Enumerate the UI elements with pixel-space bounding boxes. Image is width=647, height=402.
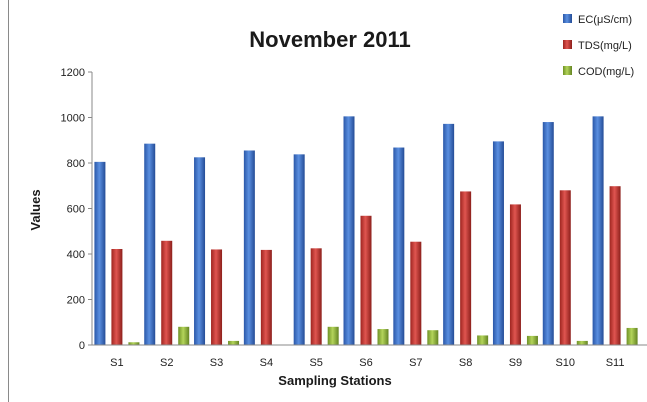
x-tick-label: S9 (509, 357, 522, 369)
bar-tds-s6 (360, 215, 372, 345)
x-tick-label: S11 (606, 357, 625, 369)
bar-ec-s2 (144, 143, 156, 345)
x-axis-ticks: S1 S2 S3 S4 S5 S6 S7 S8 S9 S10 S11 (110, 357, 624, 369)
legend-label: COD(mg/L) (578, 66, 634, 78)
legend: EC(μS/cm) TDS(mg/L) COD(mg/L) (563, 14, 634, 78)
bar-tds-s8 (460, 191, 472, 345)
bar-ec-s1 (94, 161, 106, 345)
bar-tds-s10 (559, 190, 571, 345)
bar-tds-s7 (410, 241, 422, 345)
bar-cod-s7 (427, 330, 439, 345)
bar-tds-s3 (211, 249, 223, 345)
bar-cod-s5 (327, 326, 339, 345)
x-tick-label: S4 (260, 357, 273, 369)
bar-tds-s4 (260, 249, 272, 345)
bar-ec-s3 (194, 157, 206, 345)
x-tick-label: S6 (359, 357, 372, 369)
y-tick-label: 1000 (61, 113, 85, 125)
x-tick-label: S7 (409, 357, 422, 369)
bar-cod-s3 (228, 340, 240, 345)
bar-cod-s8 (477, 335, 489, 345)
bar-ec-s7 (393, 147, 405, 345)
bar-tds-s5 (310, 248, 322, 345)
bar-tds-s9 (509, 204, 521, 345)
x-tick-label: S8 (459, 357, 472, 369)
bar-tds-s2 (161, 240, 173, 345)
bar-cod-s10 (576, 340, 588, 345)
bar-ec-s6 (343, 116, 355, 345)
legend-label: TDS(mg/L) (578, 40, 632, 52)
x-tick-label: S3 (210, 357, 223, 369)
y-axis-ticks: 0 200 400 600 800 1000 1200 (61, 67, 92, 352)
bar-ec-s5 (293, 154, 305, 345)
chart-frame (8, 0, 647, 402)
bar-cod-s1 (128, 342, 140, 345)
bar-ec-s4 (243, 150, 255, 345)
y-tick-label: 1200 (61, 67, 85, 79)
bar-ec-s10 (542, 122, 554, 345)
bar-ec-s9 (492, 141, 504, 345)
y-tick-label: 600 (67, 204, 85, 216)
bar-cod-s11 (626, 327, 638, 345)
y-tick-label: 400 (67, 249, 85, 261)
bar-cod-s9 (526, 335, 538, 345)
x-axis-label: Sampling Stations (278, 373, 391, 388)
x-tick-label: S10 (555, 357, 575, 369)
y-tick-label: 0 (79, 340, 85, 352)
x-tick-label: S1 (110, 357, 123, 369)
x-tick-label: S5 (309, 357, 322, 369)
y-axis-label: Values (28, 189, 43, 230)
y-tick-label: 800 (67, 158, 85, 170)
bar-cod-s6 (377, 329, 389, 345)
legend-swatch (563, 14, 572, 23)
legend-swatch (563, 66, 572, 75)
bar-tds-s1 (111, 248, 123, 345)
x-tick-label: S2 (160, 357, 173, 369)
y-tick-label: 200 (67, 295, 85, 307)
chart-title: November 2011 (249, 27, 410, 52)
legend-swatch (563, 40, 572, 49)
bar-ec-s11 (592, 116, 604, 345)
bar-ec-s8 (443, 123, 455, 346)
bar-tds-s11 (609, 186, 621, 345)
bars (94, 116, 638, 346)
bar-cod-s2 (178, 326, 190, 345)
legend-label: EC(μS/cm) (578, 14, 632, 26)
